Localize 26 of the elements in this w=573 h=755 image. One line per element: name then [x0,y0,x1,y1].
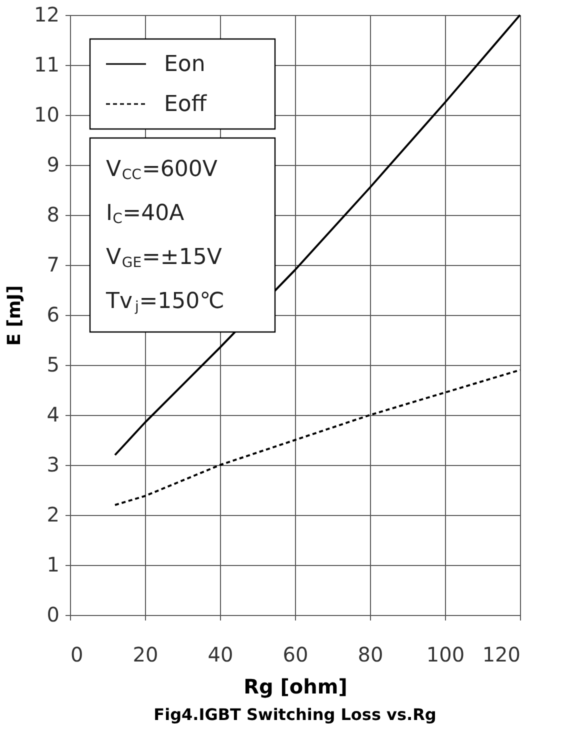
y-tick-label: 11 [34,52,60,76]
y-tick-label: 12 [34,2,60,26]
y-tick-label: 0 [46,602,60,626]
x-tick-label: 20 [132,642,158,666]
y-tick-label: 9 [46,152,60,176]
y-tick-label: 5 [46,352,60,376]
y-tick-label: 6 [46,302,60,326]
y-tick-label: 10 [34,102,60,126]
y-tick-label: 4 [46,402,60,426]
legend-label: Eoff [164,92,208,117]
y-tick-label: 7 [46,252,60,276]
legend-label: Eon [164,52,206,77]
x-tick-label: 80 [358,642,384,666]
y-tick-label: 2 [46,502,60,526]
x-tick-label: 40 [208,642,234,666]
y-axis-title: E [mJ] [4,285,26,346]
y-tick-label: 3 [46,452,60,476]
x-axis-title: Rg [ohm] [244,674,348,698]
x-tick-label: 0 [70,642,84,666]
x-tick-label: 120 [482,642,520,666]
line-series [114,369,521,506]
x-tick-label: 60 [282,642,308,666]
y-tick-label: 1 [46,552,60,576]
x-tick-label: 100 [426,642,465,666]
text: Fig4.IGBT Switching Loss vs.Rg [154,705,436,724]
y-tick-label: 8 [46,202,60,226]
